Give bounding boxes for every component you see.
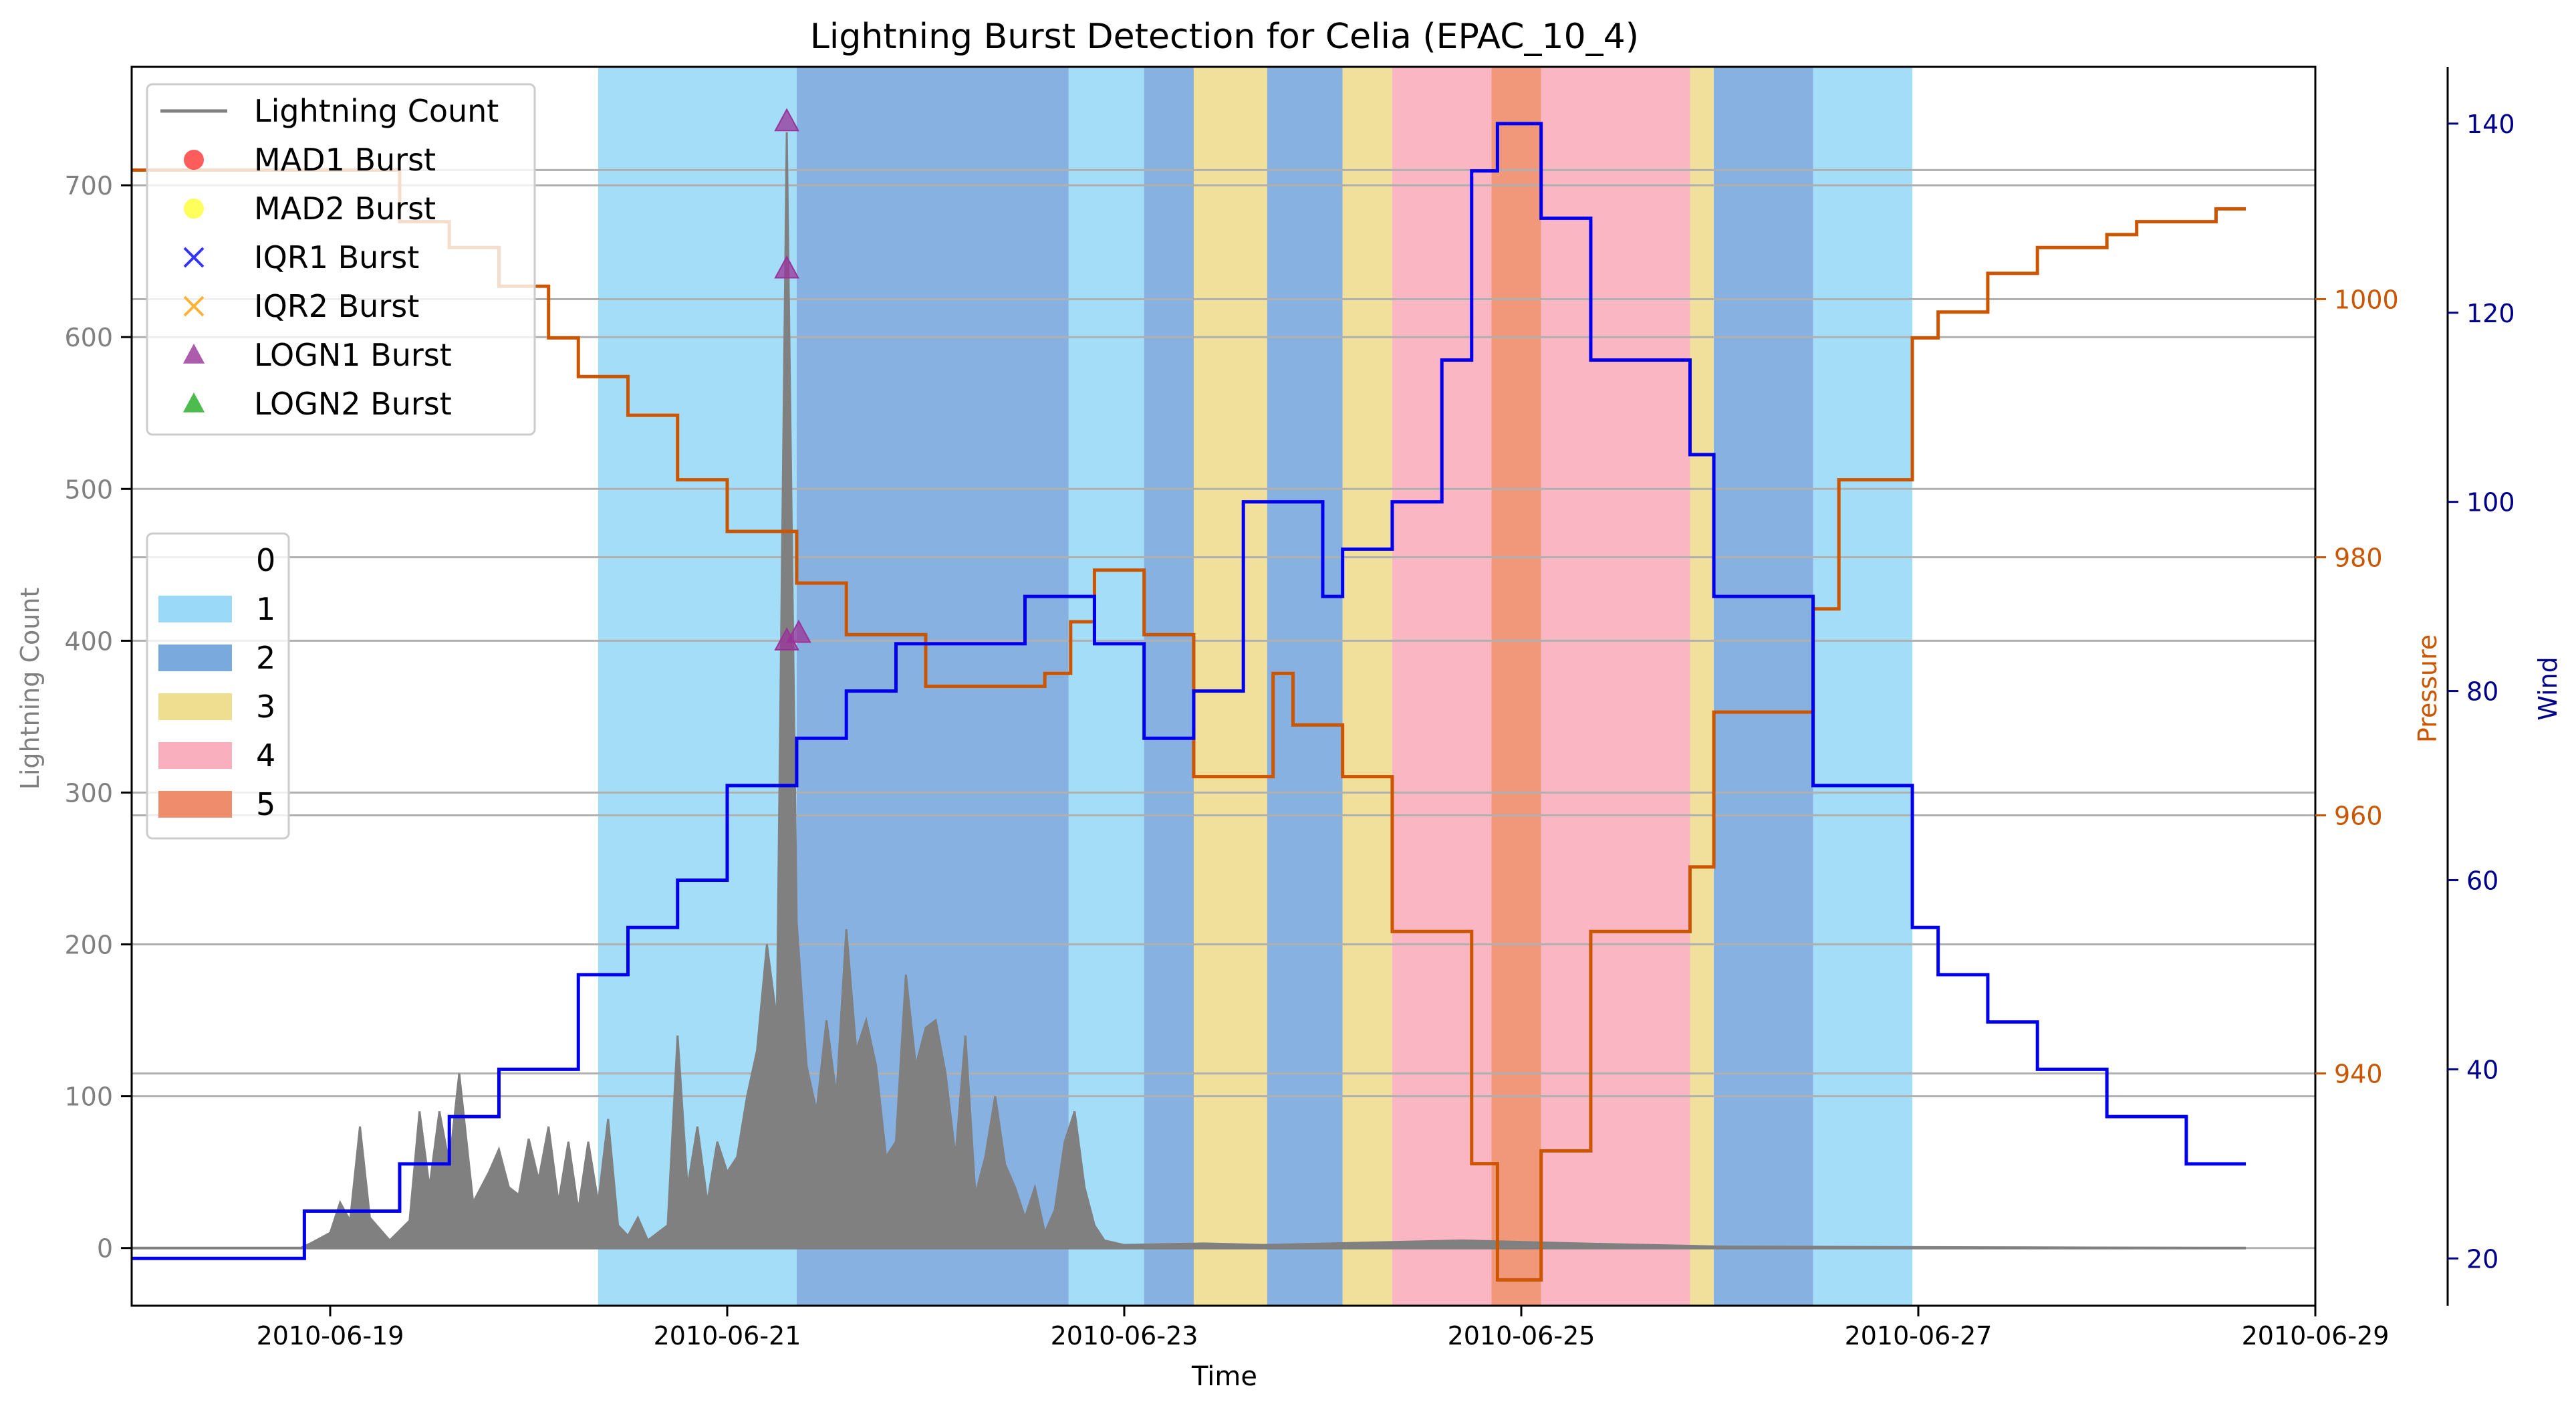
legend-x-icon [183,296,205,317]
category-label: 1 [256,591,275,627]
series-group [132,122,2246,1282]
category-band-2 [1267,67,1343,1306]
x-tick-label: 2010-06-25 [1448,1321,1595,1351]
legend-triangle-icon [182,344,205,364]
legend-label: LOGN1 Burst [254,337,452,373]
series-legend-frame [146,83,536,436]
x-tick-label: 2010-06-19 [257,1321,404,1351]
wind-tick-label: 140 [2466,110,2515,139]
category-band-2 [1144,67,1194,1306]
legend-label: IQR1 Burst [254,239,419,275]
logn1-burst-marker [774,255,799,279]
category-label: 0 [256,542,275,578]
category-swatch [158,645,232,671]
chart-title: Lightning Burst Detection for Celia (EPA… [810,17,1639,57]
wind-tick-label: 80 [2466,677,2498,707]
legend-label: IQR2 Burst [254,288,419,324]
legend-circle-icon [184,150,204,170]
category-label: 3 [256,689,275,725]
y-axis-label-left: Lightning Count [15,588,45,790]
category-swatch [158,791,232,818]
category-label: 4 [256,737,275,774]
logn1-burst-marker [786,619,811,643]
category-band-3 [1690,67,1714,1306]
pressure-tick-label: 940 [2334,1060,2383,1089]
legend-label: LOGN2 Burst [254,386,452,422]
logn1-burst-marker [774,108,799,132]
lightning-count-series [132,132,2246,1250]
legend-x-icon [183,247,205,268]
category-band-5 [1491,67,1541,1306]
y-left-tick-label: 500 [64,475,113,504]
category-label: 5 [256,786,275,822]
category-band-2 [1714,67,1813,1306]
category-label: 2 [256,640,275,676]
plot-frame [130,66,2317,1307]
legend-label: MAD2 Burst [254,191,436,227]
y-left-tick-label: 600 [64,323,113,352]
axes-group: 2010-06-19 2010-06-21 2010-06-23 2010-06-25… [64,67,2515,1351]
pressure-series [132,168,2246,1282]
y-left-tick-label: 400 [64,626,113,656]
wind-tick-label: 20 [2466,1244,2498,1274]
wind-tick-label: 40 [2466,1055,2498,1084]
x-tick-label: 2010-06-23 [1051,1321,1198,1351]
category-legend: 0 1 2 3 4 5 [146,532,290,840]
category-band-4 [1392,67,1492,1306]
y-axis-label-pressure: Pressure [2413,634,2442,743]
category-swatch [158,742,232,769]
pressure-tick-label: 980 [2334,543,2383,572]
wind-tick-label: 120 [2466,299,2515,328]
pressure-tick-label: 960 [2334,802,2383,831]
x-tick-label: 2010-06-27 [1845,1321,1992,1351]
x-tick-label: 2010-06-29 [2242,1321,2390,1351]
y-left-tick-label: 700 [64,171,113,201]
wind-tick-label: 100 [2466,488,2515,517]
category-band-3 [1342,67,1392,1306]
y-left-tick-label: 200 [64,931,113,960]
pressure-tick-label: 1000 [2334,285,2399,314]
category-band-1 [1068,67,1144,1306]
y-left-tick-label: 0 [97,1234,113,1264]
series-legend: Lightning Count MAD1 Burst MAD2 Burst IQR1 … [146,83,536,436]
y-left-tick-label: 100 [64,1082,113,1112]
legend-label: Lightning Count [254,93,499,129]
legend-circle-icon [184,199,204,219]
y-axis-label-wind: Wind [2533,657,2563,721]
category-swatch [158,596,232,622]
category-swatch [158,693,232,720]
legend-label: MAD1 Burst [254,142,436,178]
category-band-1 [1813,67,1913,1306]
category-band-3 [1193,67,1267,1306]
wind-tick-label: 60 [2466,866,2498,895]
x-tick-label: 2010-06-21 [654,1321,801,1351]
burst-markers [774,108,811,651]
legend-triangle-icon [182,392,205,413]
wind-series [132,122,2246,1260]
y-left-tick-label: 300 [64,778,113,808]
category-band-4 [1541,67,1690,1306]
x-axis-label: Time [1191,1361,1257,1392]
